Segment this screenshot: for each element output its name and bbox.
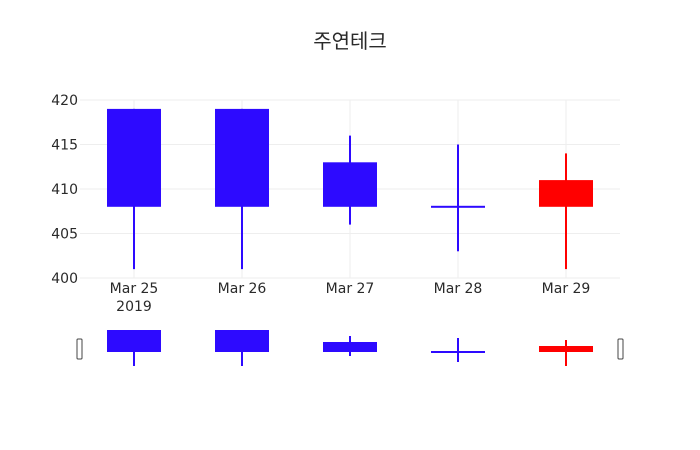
chart-title: 주연테크 [313,29,387,53]
candle-body [431,205,485,208]
y-tick-label: 410 [51,182,78,198]
x-axis-year-label: 2019 [116,299,152,315]
y-axis: 400 405 410 415 420 [51,93,78,287]
x-tick-label: Mar 27 [326,281,375,297]
candle-body [215,330,269,352]
candle-body [107,108,161,207]
range-slider-handle-right[interactable] [617,338,624,360]
candle-body [323,162,377,207]
y-tick-label: 420 [51,93,78,109]
candle-body [215,108,269,207]
x-tick-label: Mar 25 [110,281,159,297]
range-slider-handle-left[interactable] [76,338,83,360]
candle-body [539,180,593,207]
candles [107,108,593,270]
x-axis: Mar 25 Mar 26 Mar 27 Mar 28 Mar 29 [110,281,591,297]
candle-body [431,351,485,353]
y-tick-label: 405 [51,227,78,243]
candle-body [323,342,377,352]
x-tick-label: Mar 26 [218,281,267,297]
candle-body [539,346,593,352]
y-tick-label: 415 [51,138,78,154]
x-tick-label: Mar 28 [434,281,483,297]
candle-body [107,330,161,352]
x-tick-label: Mar 29 [542,281,591,297]
range-slider[interactable] [76,330,624,366]
y-tick-label: 400 [51,271,78,287]
